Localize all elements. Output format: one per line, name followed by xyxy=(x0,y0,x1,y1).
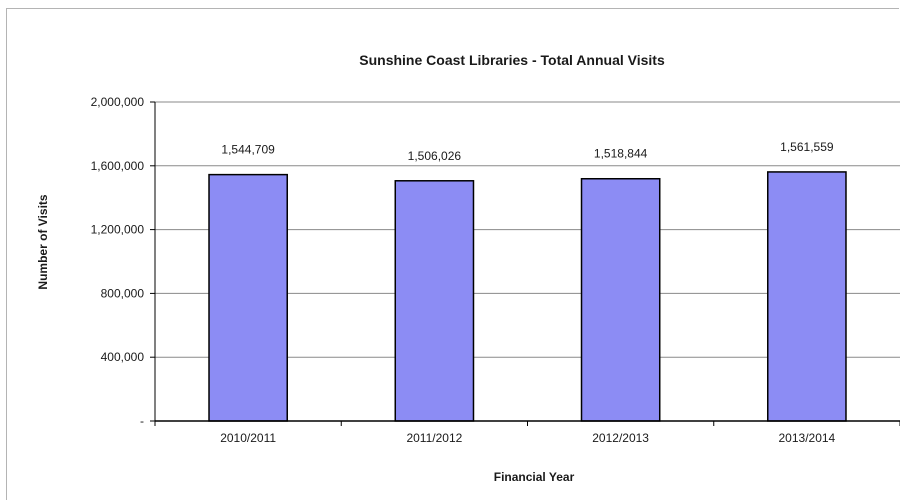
data-label: 1,518,844 xyxy=(594,147,648,161)
x-tick-label: 2010/2011 xyxy=(220,431,276,445)
bar xyxy=(394,180,475,422)
y-tick-label: 1,600,000 xyxy=(91,159,145,173)
data-label: 1,561,559 xyxy=(780,140,834,154)
y-tick-label: - xyxy=(140,414,144,428)
data-label: 1,506,026 xyxy=(408,149,462,163)
y-axis-title: Number of Visits xyxy=(36,194,50,289)
y-tick-label: 800,000 xyxy=(101,286,145,300)
x-axis-title: Financial Year xyxy=(494,470,575,484)
labels: - 400,000 800,000 1,200,000 1,600,000 2,000,0… xyxy=(91,95,836,445)
bar xyxy=(208,173,288,422)
bar xyxy=(767,171,847,422)
y-tick-label: 2,000,000 xyxy=(91,95,145,109)
bars xyxy=(208,171,847,422)
chart-frame: Sunshine Coast Libraries - Total Annual … xyxy=(6,8,900,500)
x-tick-label: 2012/2013 xyxy=(592,431,649,445)
bar-chart: Sunshine Coast Libraries - Total Annual … xyxy=(36,52,900,484)
x-tick-label: 2013/2014 xyxy=(779,431,836,445)
bar xyxy=(580,177,661,422)
y-tick-label: 1,200,000 xyxy=(91,223,145,237)
chart-title: Sunshine Coast Libraries - Total Annual … xyxy=(359,52,665,68)
data-label: 1,544,709 xyxy=(221,143,275,157)
x-tick-label: 2011/2012 xyxy=(406,431,462,445)
y-tick-label: 400,000 xyxy=(101,350,145,364)
axes xyxy=(150,101,900,426)
